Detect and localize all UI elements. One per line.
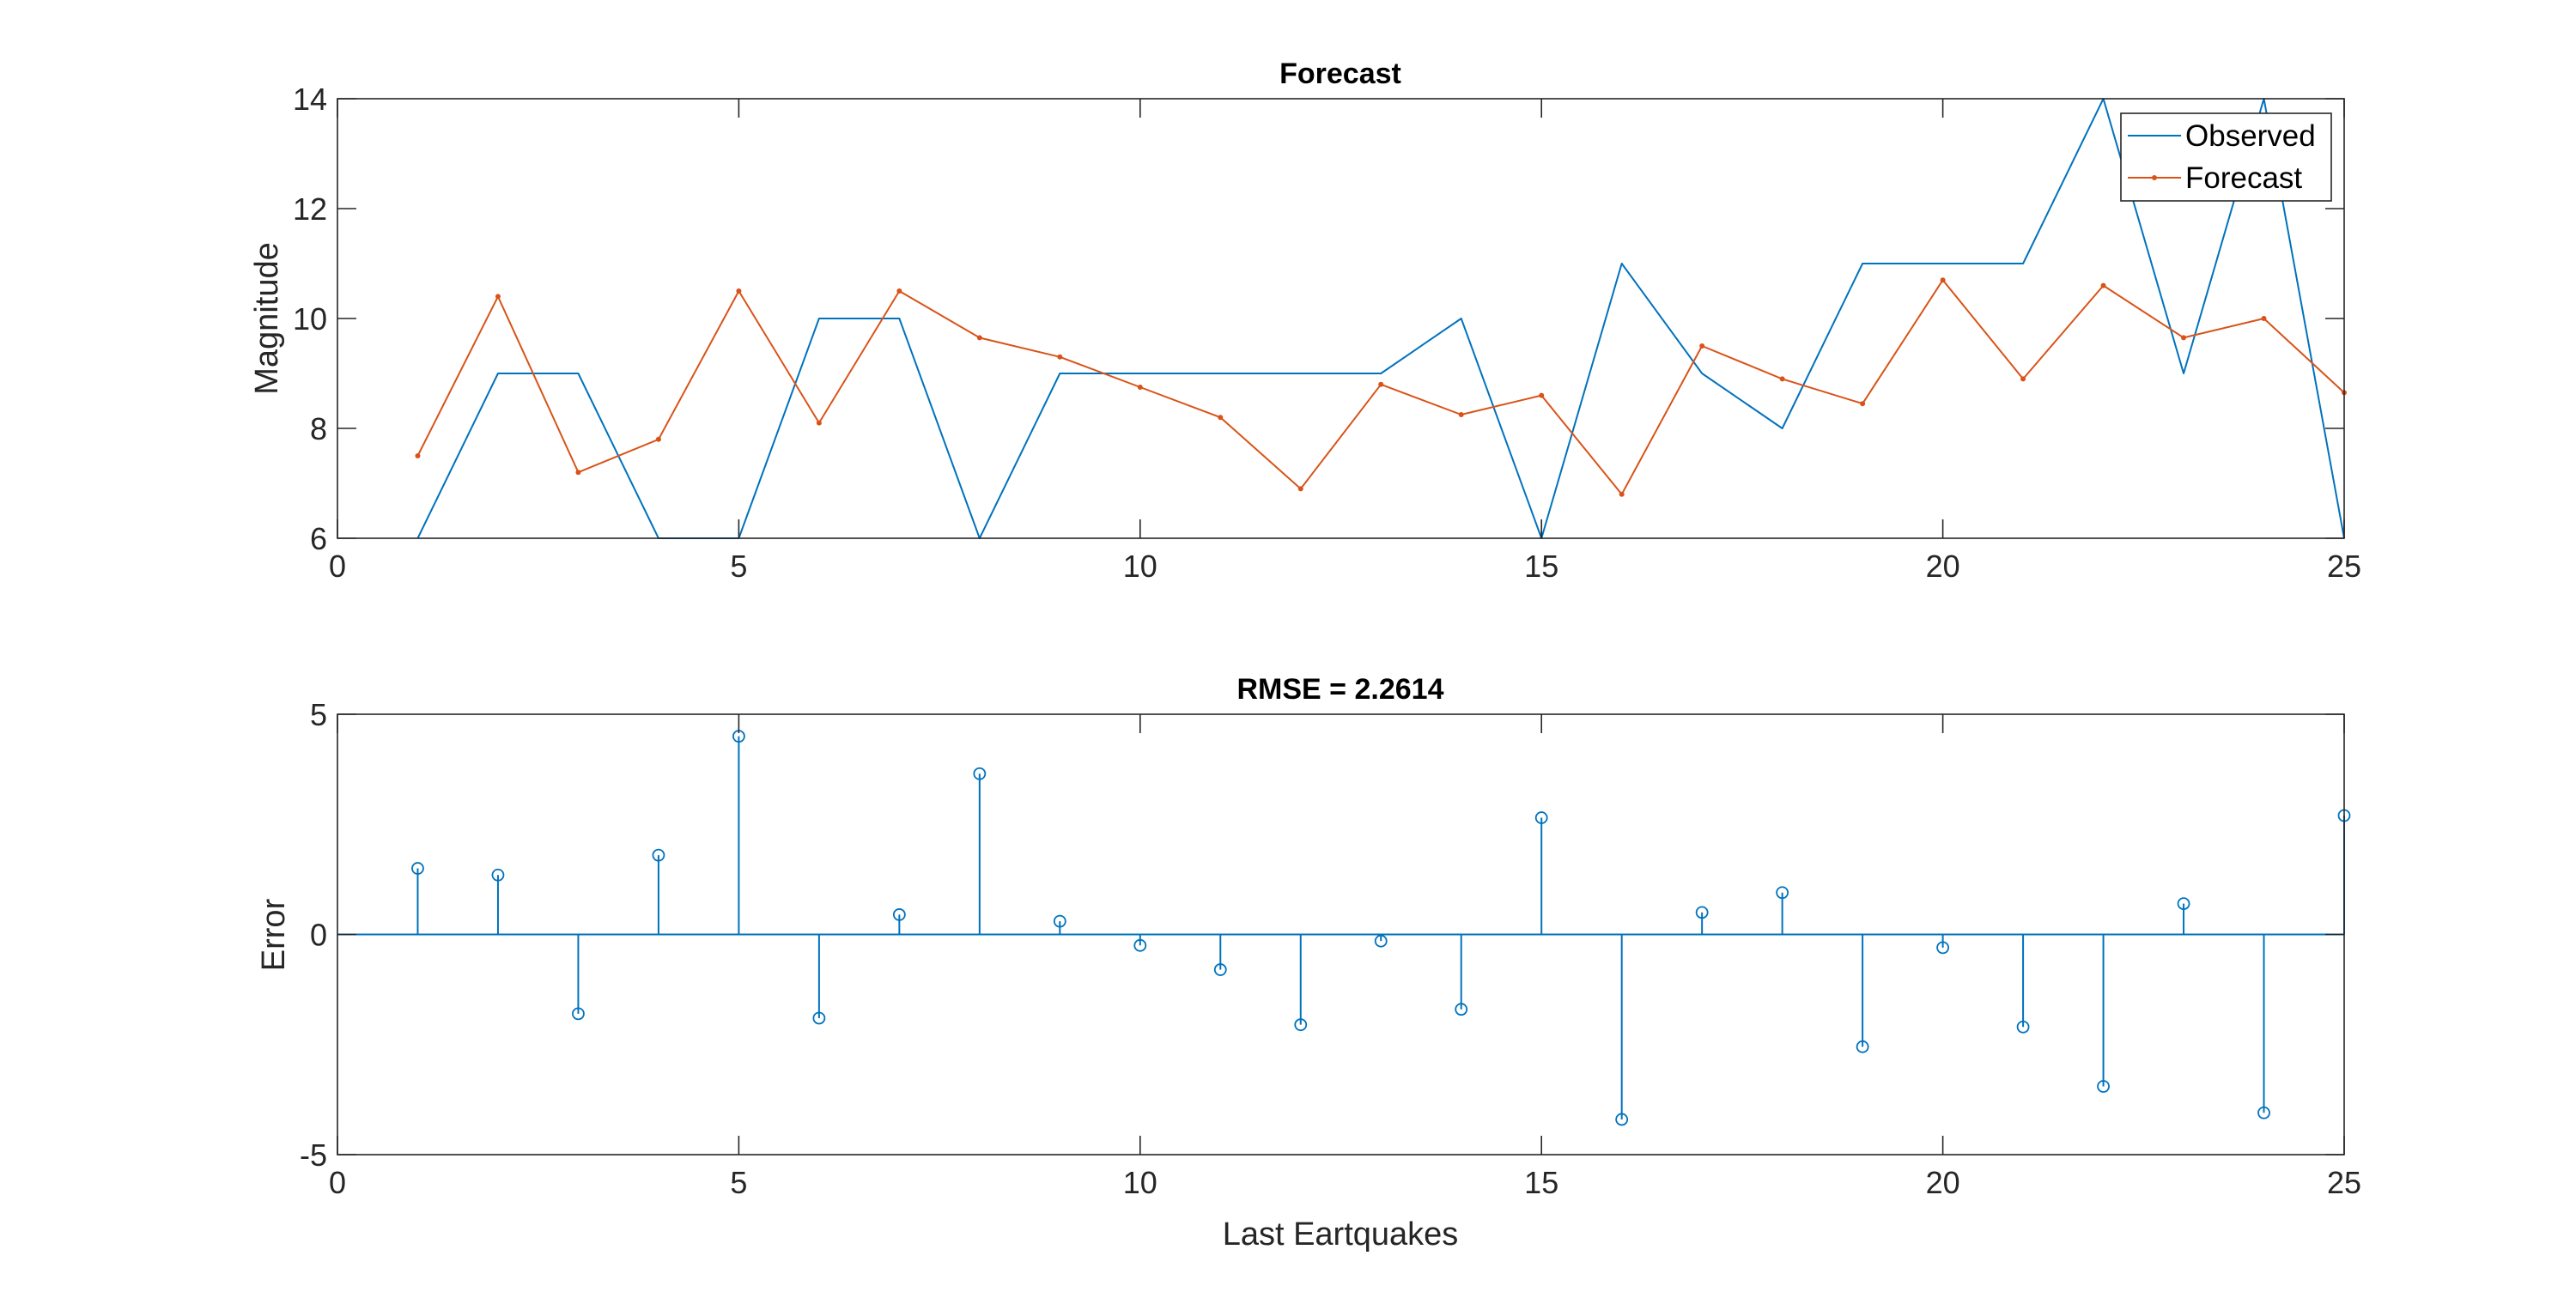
error-marker <box>812 1011 826 1025</box>
error-marker <box>2016 1020 2030 1034</box>
forecast-point <box>816 420 822 426</box>
error-marker <box>973 767 987 780</box>
error-marker <box>1053 914 1066 928</box>
forecast-point <box>1779 376 1785 382</box>
error-marker <box>491 868 505 882</box>
x-tick-label: 0 <box>329 549 346 584</box>
error-marker <box>1374 934 1388 948</box>
forecast-point <box>2020 376 2026 382</box>
x-tick-label: 25 <box>2327 1165 2361 1200</box>
error-marker <box>1856 1040 1869 1053</box>
forecast-point <box>1458 412 1464 417</box>
y-tick-label: 5 <box>310 697 327 732</box>
forecast-point <box>495 294 501 300</box>
forecast-point <box>1297 486 1303 492</box>
forecast-point <box>1619 491 1625 497</box>
error-marker <box>1455 1003 1468 1016</box>
error-marker <box>1695 906 1709 919</box>
forecast-point <box>1137 385 1143 390</box>
forecast-point <box>1539 392 1545 398</box>
y-tick-label: 0 <box>310 918 327 953</box>
x-tick-label: 5 <box>730 549 747 584</box>
forecast-point <box>2261 316 2267 321</box>
x-tick-label: 10 <box>1123 1165 1157 1200</box>
y-tick-label: 10 <box>293 301 327 337</box>
y-tick-label: -5 <box>300 1137 327 1173</box>
forecast-point <box>1860 401 1866 407</box>
forecast-point <box>976 335 982 341</box>
forecast-y-axis-label: Magnitude <box>249 242 285 394</box>
forecast-legend: Observed Forecast <box>2120 112 2332 202</box>
forecast-point <box>896 288 902 294</box>
error-axes: 0 5 10 15 20 25-505 RMSE = 2.2614 Error Last … <box>256 673 2361 1253</box>
error-marker <box>411 862 424 875</box>
legend-forecast-marker <box>2152 175 2157 180</box>
forecast-point <box>2181 335 2187 341</box>
forecast-axes-background <box>337 99 2344 538</box>
forecast-point <box>575 470 581 476</box>
y-tick-label: 6 <box>310 521 327 556</box>
forecast-point <box>1057 354 1063 360</box>
legend-observed-label: Observed <box>2185 119 2316 153</box>
x-tick-label: 0 <box>329 1165 346 1200</box>
x-tick-label: 10 <box>1123 549 1157 584</box>
x-tick-label: 25 <box>2327 549 2361 584</box>
forecast-point <box>1940 277 1946 283</box>
error-marker <box>1936 941 1950 955</box>
error-marker <box>2177 897 2190 910</box>
forecast-point <box>1699 343 1705 349</box>
error-marker <box>1776 886 1789 900</box>
error-marker <box>2097 1080 2110 1093</box>
x-tick-label: 5 <box>730 1165 747 1200</box>
forecast-point <box>736 288 742 294</box>
y-tick-label: 12 <box>293 191 327 227</box>
error-marker <box>2257 1106 2270 1119</box>
error-marker <box>1294 1018 1308 1032</box>
forecast-title: Forecast <box>1279 58 1401 90</box>
error-title: RMSE = 2.2614 <box>1237 673 1444 706</box>
error-marker <box>1534 811 1548 824</box>
error-marker <box>892 908 906 921</box>
legend-forecast-label: Forecast <box>2185 161 2302 195</box>
forecast-point <box>1378 381 1384 387</box>
error-marker <box>652 848 665 862</box>
error-ticks-layer: 0 5 10 15 20 25-505 <box>300 697 2361 1200</box>
forecast-axes: 0 5 10 15 20 25 6 8 10 12 14 Forecast Magnitude Ob… <box>249 58 2361 584</box>
forecast-point <box>1218 415 1224 421</box>
x-tick-label: 20 <box>1926 549 1960 584</box>
error-y-axis-label: Error <box>256 898 292 971</box>
error-marker <box>1213 963 1227 976</box>
error-x-axis-label: Last Eartquakes <box>1223 1216 1459 1253</box>
y-tick-label: 14 <box>293 82 327 117</box>
y-tick-label: 8 <box>310 411 327 446</box>
error-marker <box>1615 1113 1629 1126</box>
error-marker <box>1133 938 1147 952</box>
x-tick-label: 15 <box>1524 1165 1558 1200</box>
error-marker <box>572 1007 585 1021</box>
legend-box <box>2120 112 2332 202</box>
x-tick-label: 20 <box>1926 1165 1960 1200</box>
x-tick-label: 15 <box>1524 549 1558 584</box>
forecast-point <box>415 453 421 458</box>
forecast-point <box>2100 282 2106 288</box>
forecast-point <box>655 436 661 442</box>
forecast-ticks-layer: 0 5 10 15 20 25 6 8 10 12 14 <box>293 82 2361 584</box>
